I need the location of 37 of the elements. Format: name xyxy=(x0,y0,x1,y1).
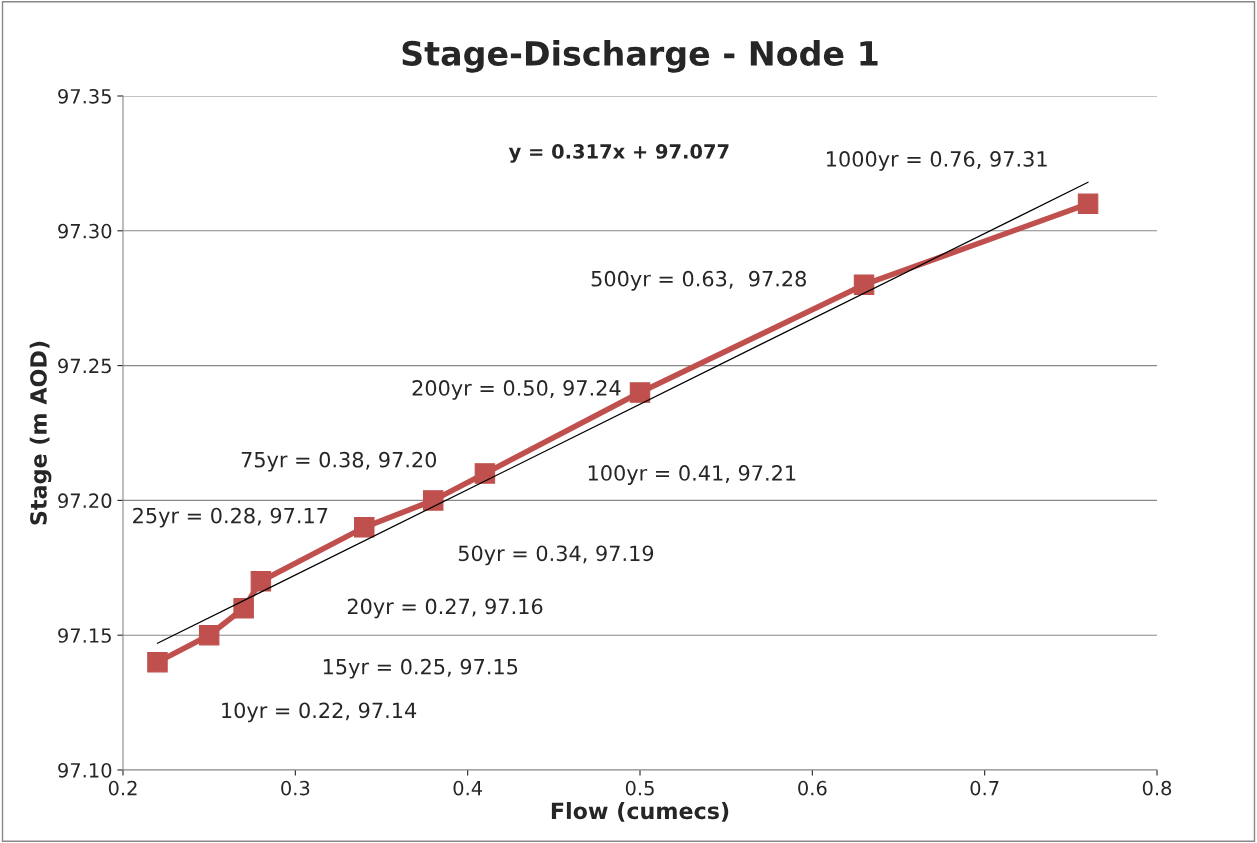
annotation: 75yr = 0.38, 97.20 xyxy=(241,451,437,472)
x-tick-label: 0.5 xyxy=(625,780,654,796)
y-tick-label: 97.20 xyxy=(58,493,112,509)
point xyxy=(1077,193,1099,215)
annotation: 10yr = 0.22, 97.14 xyxy=(222,702,417,723)
x-tick-label: 0.8 xyxy=(1142,780,1172,796)
annotation: 15yr = 0.25, 97.15 xyxy=(323,658,518,679)
point xyxy=(198,624,220,646)
annotation: 500yr = 0.63, 97.28 xyxy=(591,270,806,291)
y-axis-title: Stage (m AOD) xyxy=(29,341,52,525)
annotation: 25yr = 0.28, 97.17 xyxy=(133,507,328,528)
annotation: 1000yr = 0.76, 97.31 xyxy=(827,151,1047,171)
point xyxy=(629,382,651,403)
annotation: 200yr = 0.50, 97.24 xyxy=(412,380,621,400)
y-tick-label: 97.10 xyxy=(58,762,112,778)
y-tick-label: 97.35 xyxy=(58,88,111,104)
x-tick-label: 0.7 xyxy=(970,780,999,796)
point xyxy=(354,517,375,538)
annotation: 100yr = 0.41, 97.21 xyxy=(588,465,796,485)
y-tick-label: 97.30 xyxy=(58,223,112,239)
x-tick-label: 0.2 xyxy=(108,780,137,796)
y-tick-label: 97.15 xyxy=(58,628,111,643)
chart-title: Stage-Discharge - Node 1 xyxy=(402,40,878,73)
annotation: y = 0.317x + 97.077 xyxy=(508,144,729,163)
annotation: 50yr = 0.34, 97.19 xyxy=(458,545,654,566)
point xyxy=(147,651,168,673)
point xyxy=(233,598,254,619)
point xyxy=(853,274,875,295)
point xyxy=(422,490,444,511)
x-tick-label: 0.6 xyxy=(798,780,827,796)
point xyxy=(250,571,272,592)
y-tick-label: 97.25 xyxy=(58,358,111,374)
x-tick-label: 0.4 xyxy=(453,780,483,796)
x-tick-label: 0.3 xyxy=(281,780,310,796)
x-axis-title: Flow (cumecs) xyxy=(551,802,729,822)
point xyxy=(474,463,496,484)
annotation: 20yr = 0.27, 97.16 xyxy=(347,598,543,619)
